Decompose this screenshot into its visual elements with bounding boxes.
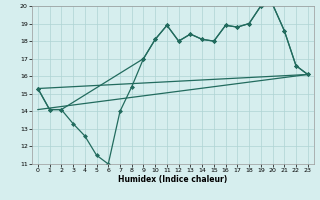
X-axis label: Humidex (Indice chaleur): Humidex (Indice chaleur) — [118, 175, 228, 184]
